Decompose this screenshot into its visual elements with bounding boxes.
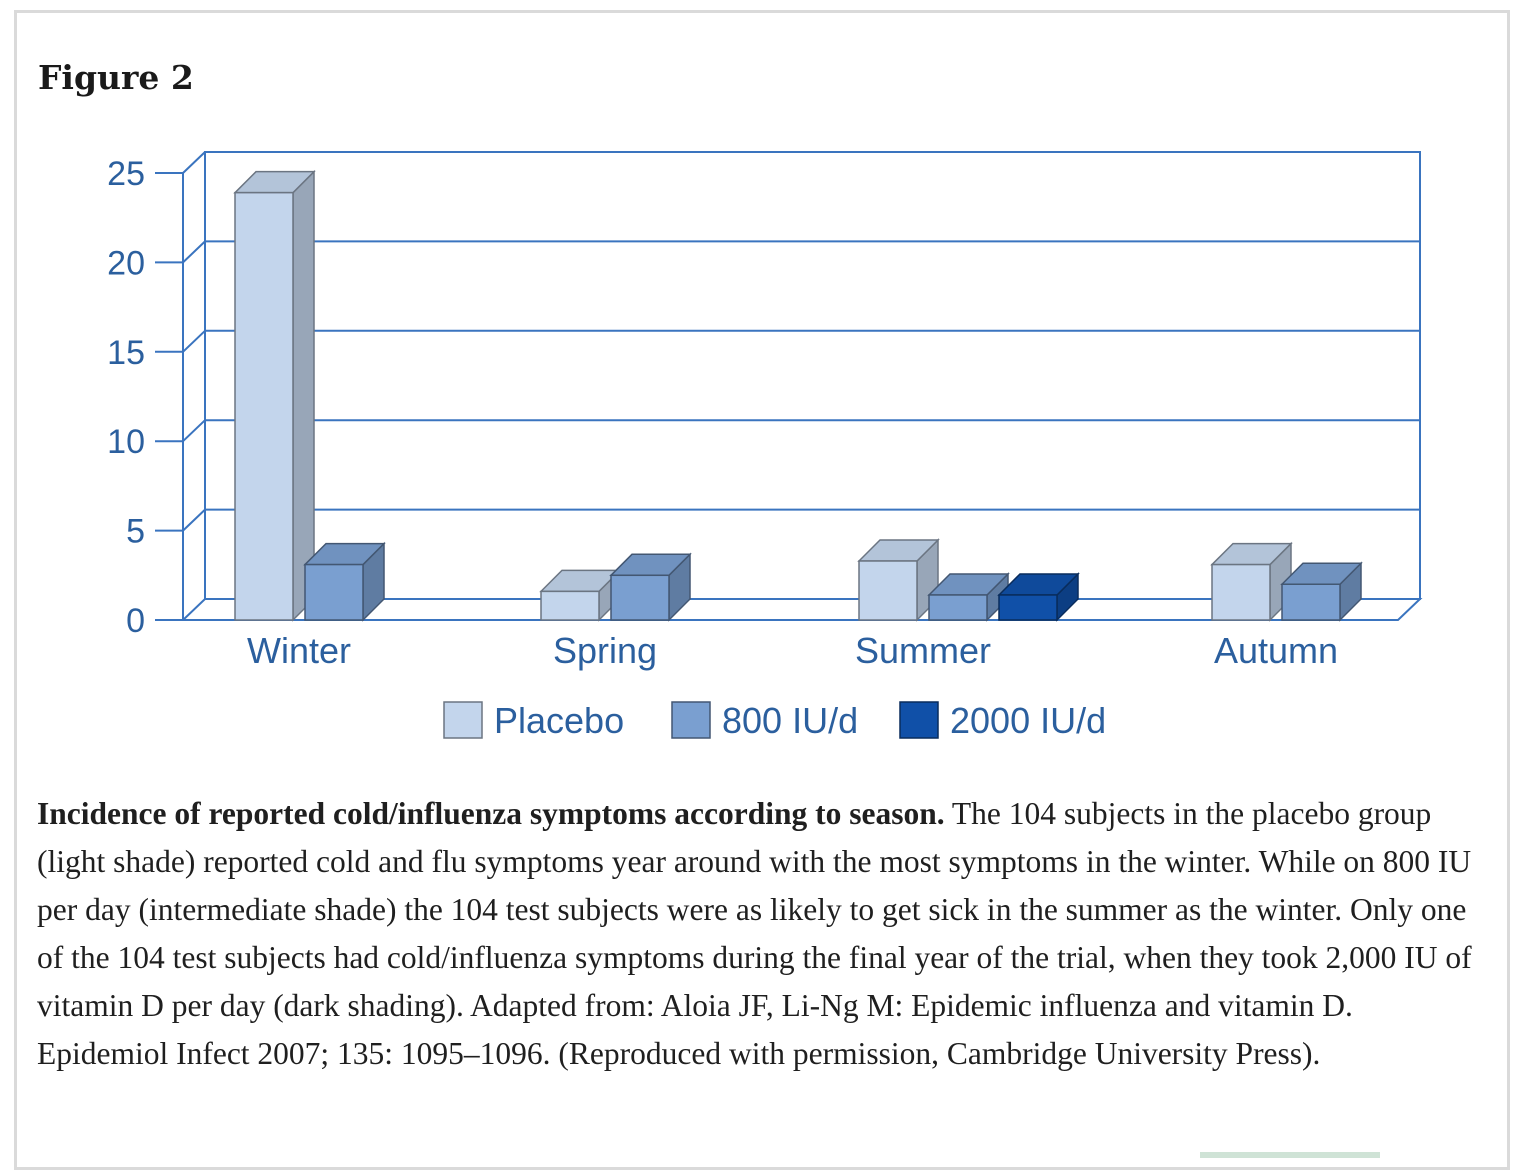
bar [998,594,1058,621]
x-tick-label: Summer [855,630,991,671]
gridline-side [182,508,206,532]
bar-chart: 0 5 10 15 20 25 Winter Spring Summer Autumn Place… [107,151,1423,741]
bar-side [292,169,315,622]
chart-labels: 0 5 10 15 20 25 Winter Spring Summer Autumn [107,155,1338,671]
chart-floor [180,598,1423,621]
y-tick-label: 25 [107,155,145,193]
gridline-side [182,419,206,442]
y-tick-label: 5 [126,513,145,551]
chart-legend: Placebo 800 IU/d 2000 IU/d [443,700,1106,741]
y-tick-label: 20 [107,244,145,282]
bar [858,560,918,621]
page-scroll-indicator [1200,1152,1380,1158]
bar [304,563,364,621]
figure-caption: Incidence of reported cold/influenza sym… [37,790,1477,1078]
y-tick-label: 10 [107,423,145,461]
figure-title: Figure 2 [38,58,194,97]
x-tick-label: Spring [553,630,657,671]
chart-grid [155,151,1423,621]
x-tick-label: Autumn [1214,630,1338,671]
legend-label: Placebo [494,700,624,741]
gridline-side [182,240,206,264]
legend-swatch [671,701,711,739]
caption-body: The 104 subjects in the placebo group (l… [37,796,1472,1071]
bar [1281,583,1341,621]
legend-swatch [443,701,483,739]
caption-heading: Incidence of reported cold/influenza sym… [37,796,945,831]
gridline-side [182,330,206,353]
y-tick-label: 15 [107,334,145,372]
chart-bars [233,169,1363,622]
gridline-side [182,151,206,174]
bar [610,574,670,621]
x-tick-label: Winter [247,630,351,671]
legend-label: 800 IU/d [722,700,858,741]
bar [928,594,988,621]
bar [234,191,294,621]
bar [540,590,600,621]
chart-back-wall [204,151,1421,600]
bar [1211,563,1271,621]
legend-swatch [899,701,939,739]
y-tick-label: 0 [126,602,145,640]
legend-label: 2000 IU/d [950,700,1106,741]
